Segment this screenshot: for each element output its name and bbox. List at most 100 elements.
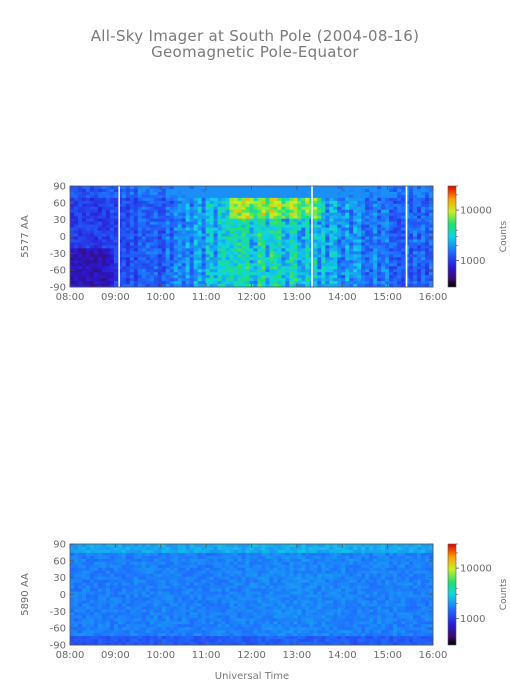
heatmap-cell (229, 582, 234, 586)
heatmap-cell (285, 230, 290, 234)
heatmap-cell (125, 597, 131, 601)
heatmap-cell (349, 284, 354, 288)
heatmap-cell (221, 585, 226, 589)
heatmap-cell (301, 194, 306, 199)
heatmap-cell (205, 603, 211, 607)
heatmap-cell (317, 275, 322, 279)
heatmap-cell (225, 567, 230, 572)
heatmap-cell (369, 224, 374, 228)
heatmap-cell (313, 272, 318, 276)
heatmap-cell (249, 549, 254, 554)
heatmap-cell (77, 221, 83, 226)
heatmap-cell (349, 248, 354, 252)
heatmap-cell (93, 188, 99, 193)
heatmap-cell (269, 266, 274, 270)
heatmap-cell (381, 209, 386, 214)
heatmap-cell (373, 278, 378, 282)
heatmap-cell (177, 576, 183, 581)
heatmap-cell (417, 186, 422, 190)
heatmap-cell (141, 588, 147, 592)
heatmap-cell (189, 186, 195, 190)
heatmap-cell (209, 227, 215, 231)
heatmap-cell (229, 588, 234, 592)
heatmap-cell (109, 621, 115, 625)
heatmap-cell (317, 242, 322, 246)
heatmap-cell (389, 194, 394, 199)
heatmap-cell (337, 254, 342, 258)
heatmap-cell (133, 239, 139, 243)
heatmap-cell (125, 281, 131, 285)
heatmap-cell (125, 263, 131, 267)
heatmap-cell (153, 191, 159, 196)
heatmap-cell (237, 272, 242, 276)
heatmap-cell (297, 224, 302, 228)
heatmap-cell (265, 212, 270, 217)
heatmap-cell (221, 203, 226, 208)
heatmap-cell (89, 558, 95, 563)
heatmap-cell (273, 221, 278, 226)
heatmap-cell (209, 585, 215, 589)
heatmap-cell (229, 576, 234, 581)
heatmap-cell (393, 245, 398, 249)
heatmap-cell (77, 266, 83, 270)
heatmap-cell (165, 621, 171, 625)
heatmap-cell (265, 570, 270, 575)
heatmap-cell (109, 549, 115, 554)
heatmap-cell (145, 278, 151, 282)
heatmap-cell (205, 200, 211, 205)
heatmap-cell (181, 200, 187, 205)
heatmap-cell (281, 630, 286, 634)
heatmap-cell (133, 564, 139, 569)
heatmap-cell (317, 215, 322, 220)
heatmap-cell (165, 585, 171, 589)
heatmap-cell (245, 266, 250, 270)
heatmap-cell (341, 188, 346, 193)
heatmap-cell (197, 191, 203, 196)
heatmap-cell (225, 558, 230, 563)
heatmap-cell (325, 242, 330, 246)
heatmap-cell (385, 278, 390, 282)
heatmap-cell (305, 188, 310, 193)
heatmap-cell (241, 544, 246, 548)
heatmap-cell (221, 236, 226, 240)
heatmap-cell (189, 257, 195, 261)
heatmap-cell (253, 236, 258, 240)
heatmap-cell (113, 597, 119, 601)
heatmap-cell (365, 239, 370, 243)
heatmap-cell (241, 233, 246, 237)
heatmap-cell (169, 573, 175, 578)
heatmap-cell (141, 618, 147, 622)
heatmap-cell (81, 570, 87, 575)
heatmap-cell (313, 230, 318, 234)
heatmap-cell (209, 546, 215, 551)
heatmap-cell (285, 269, 290, 273)
heatmap-cell (301, 215, 306, 220)
heatmap-cell (257, 621, 262, 625)
heatmap-cell (105, 591, 111, 595)
heatmap-cell (133, 224, 139, 228)
heatmap-cell (153, 618, 159, 622)
heatmap-cell (205, 618, 211, 622)
heatmap-cell (149, 582, 155, 586)
heatmap-cell (197, 579, 203, 584)
heatmap-cell (337, 221, 342, 226)
heatmap-cell (381, 239, 386, 243)
heatmap-cell (125, 594, 131, 598)
heatmap-cell (81, 275, 87, 279)
heatmap-cell (385, 269, 390, 273)
heatmap-cell (97, 284, 103, 288)
heatmap-cell (373, 281, 378, 285)
heatmap-cell (241, 254, 246, 258)
heatmap-cell (149, 612, 155, 616)
heatmap-cell (185, 582, 191, 586)
heatmap-cell (209, 186, 215, 190)
heatmap-cell (77, 251, 83, 255)
heatmap-cell (293, 224, 298, 228)
heatmap-cell (293, 248, 298, 252)
heatmap-cell (269, 260, 274, 264)
heatmap-cell (105, 597, 111, 601)
heatmap-cell (281, 579, 286, 584)
heatmap-cell (85, 275, 91, 279)
heatmap-cell (241, 636, 246, 640)
heatmap-cell (413, 251, 418, 255)
